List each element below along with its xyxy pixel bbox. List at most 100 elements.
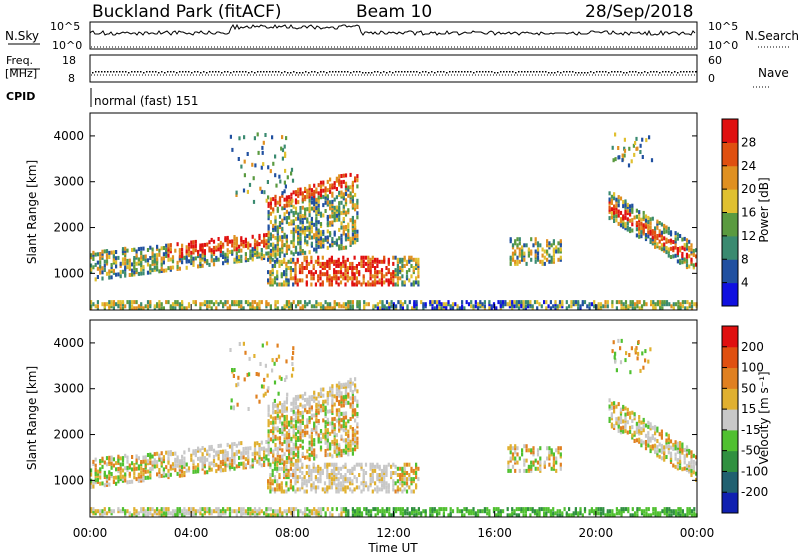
echo-cell bbox=[313, 398, 316, 403]
echo-cell bbox=[243, 377, 246, 382]
echo-cell bbox=[247, 302, 250, 307]
echo-cell bbox=[304, 406, 307, 411]
echo-cell bbox=[340, 418, 343, 423]
echo-cell bbox=[663, 242, 666, 247]
echo-cell bbox=[203, 249, 206, 254]
echo-cell bbox=[354, 207, 357, 212]
echo-cell bbox=[231, 454, 234, 459]
echo-cell bbox=[276, 513, 279, 518]
echo-cell bbox=[523, 444, 526, 449]
echo-cell bbox=[274, 236, 277, 240]
echo-cell bbox=[660, 429, 663, 434]
echo-cell bbox=[665, 440, 668, 445]
freq-point bbox=[242, 71, 244, 73]
echo-cell bbox=[208, 300, 211, 305]
echo-cell bbox=[273, 380, 277, 385]
echo-cell bbox=[404, 300, 407, 305]
echo-cell bbox=[319, 272, 322, 277]
echo-cell bbox=[557, 247, 560, 252]
freq-point bbox=[476, 71, 478, 73]
echo-cell bbox=[306, 194, 309, 199]
echo-cell bbox=[686, 511, 689, 516]
echo-cell bbox=[440, 306, 443, 311]
freq-point bbox=[266, 71, 268, 73]
freq-point bbox=[200, 72, 202, 74]
echo-cell bbox=[351, 466, 354, 471]
echo-cell bbox=[160, 306, 163, 311]
echo-cell bbox=[242, 451, 245, 456]
echo-cell bbox=[308, 270, 311, 275]
echo-cell bbox=[613, 206, 616, 211]
echo-cell bbox=[317, 419, 320, 423]
echo-cell bbox=[346, 257, 349, 262]
echo-cell bbox=[392, 483, 395, 488]
echo-cell bbox=[335, 213, 338, 218]
echo-cell bbox=[470, 511, 473, 516]
echo-cell bbox=[208, 511, 211, 516]
echo-cell bbox=[465, 509, 468, 514]
echo-cell bbox=[151, 251, 154, 256]
echo-cell bbox=[387, 489, 390, 494]
echo-cell bbox=[620, 507, 623, 512]
echo-cell bbox=[392, 507, 395, 512]
echo-cell bbox=[349, 439, 352, 444]
echo-cell bbox=[548, 241, 551, 246]
echo-cell bbox=[308, 416, 311, 420]
echo-cell bbox=[619, 223, 623, 228]
echo-cell bbox=[310, 407, 313, 412]
echo-cell bbox=[271, 358, 274, 363]
echo-cell bbox=[167, 507, 170, 512]
echo-cell bbox=[640, 426, 643, 431]
echo-cell bbox=[549, 300, 552, 305]
echo-cell bbox=[315, 237, 318, 241]
echo-cell bbox=[665, 229, 668, 234]
echo-cell bbox=[235, 443, 238, 448]
y-tick-label: 1000 bbox=[53, 266, 84, 280]
echo-cell bbox=[240, 254, 243, 259]
echo-cell bbox=[308, 475, 311, 480]
echo-cell bbox=[488, 509, 491, 514]
echo-cell bbox=[283, 270, 286, 275]
echo-cell bbox=[642, 215, 645, 220]
freq-point bbox=[536, 71, 538, 73]
echo-cell bbox=[554, 304, 557, 309]
echo-cell bbox=[276, 407, 279, 412]
echo-cell bbox=[684, 513, 687, 518]
echo-cell bbox=[338, 399, 341, 404]
echo-cell bbox=[243, 173, 246, 178]
echo-cell bbox=[326, 409, 329, 414]
echo-cell bbox=[281, 249, 284, 254]
echo-cell bbox=[615, 203, 618, 208]
echo-cell bbox=[676, 253, 679, 258]
echo-cell bbox=[292, 442, 295, 447]
echo-cell bbox=[326, 304, 329, 309]
echo-cell bbox=[119, 477, 122, 482]
echo-cell bbox=[183, 255, 186, 260]
echo-cell bbox=[235, 255, 238, 260]
echo-cell bbox=[242, 461, 245, 466]
echo-cell bbox=[272, 420, 275, 425]
echo-cell bbox=[663, 226, 666, 230]
echo-cell bbox=[674, 245, 677, 250]
echo-cell bbox=[126, 258, 129, 263]
echo-cell bbox=[222, 507, 225, 512]
echo-cell bbox=[376, 464, 379, 469]
echo-cell bbox=[215, 469, 218, 474]
echo-cell bbox=[301, 416, 304, 421]
echo-cell bbox=[354, 418, 357, 423]
echo-cell bbox=[285, 302, 288, 307]
echo-cell bbox=[306, 418, 309, 423]
echo-cell bbox=[371, 259, 374, 264]
echo-cell bbox=[276, 270, 279, 275]
freq-point bbox=[611, 71, 613, 73]
echo-cell bbox=[296, 464, 299, 469]
echo-cell bbox=[342, 403, 345, 408]
echo-cell bbox=[294, 471, 297, 475]
freq-point bbox=[179, 71, 181, 73]
echo-cell bbox=[445, 304, 448, 309]
echo-cell bbox=[235, 509, 238, 514]
echo-cell bbox=[306, 397, 309, 402]
echo-cell bbox=[651, 235, 654, 240]
echo-cell bbox=[187, 511, 191, 516]
echo-cell bbox=[235, 236, 238, 241]
